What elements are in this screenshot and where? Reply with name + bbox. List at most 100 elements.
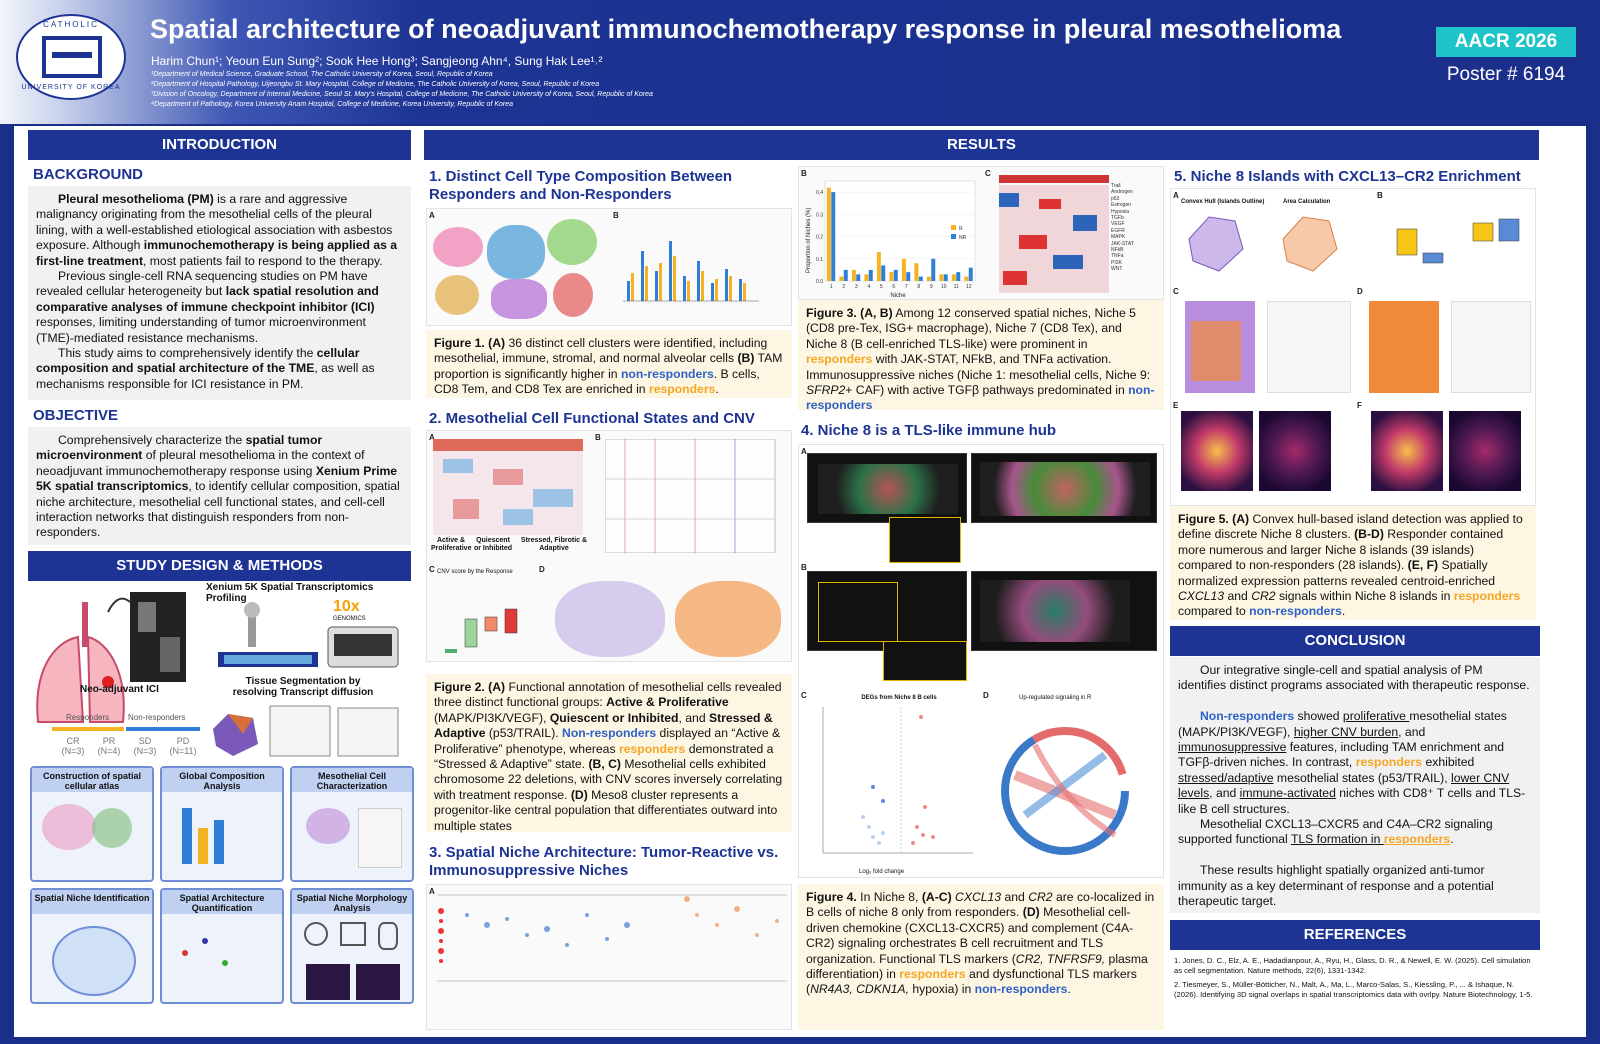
y-tick-label: 0.2 xyxy=(816,235,823,241)
poster-title: Spatial architecture of neoadjuvant immu… xyxy=(150,14,1342,44)
bar-R-niche-3 xyxy=(851,269,856,281)
affiliation: ³Division of Oncology, Department of Int… xyxy=(151,91,653,98)
bar-R-niche-2 xyxy=(839,276,844,281)
figure2-panels: A B C D Active & Proliferative Quiescent… xyxy=(426,430,792,662)
method-box-composition: Global Composition Analysis xyxy=(160,766,284,882)
bar-NR-niche-5 xyxy=(881,265,886,281)
reference-item: 1. Jones, D. C., Elz, A. E., Hadadianpou… xyxy=(1174,956,1531,975)
figure4-degs-title: DEGs from Niche 8 B cells xyxy=(861,695,937,701)
bar-NR-niche-10 xyxy=(943,274,948,281)
bar-NR-niche-4 xyxy=(868,269,873,281)
figure4-chord-diagram xyxy=(1001,727,1129,855)
x-tick-label: 11 xyxy=(954,284,959,290)
x-tick-label: 5 xyxy=(880,284,883,290)
results-header: RESULTS xyxy=(424,130,1539,160)
reference-list: 1. Jones, D. C., Elz, A. E., Hadadianpou… xyxy=(1174,956,1536,1000)
neo-adjuvant-label: Neo-adjuvant ICI xyxy=(80,684,159,695)
figure1-caption: Figure 1. (A) 36 distinct cell clusters … xyxy=(426,330,792,398)
logo-text-top: CATHOLIC xyxy=(43,20,99,29)
legend-label: R xyxy=(959,226,963,232)
affiliation: ²Department of Hospital Pathology, Uijeo… xyxy=(151,81,600,88)
x-tick-label: 1 xyxy=(830,284,833,290)
section5-title: 5. Niche 8 Islands with CXCL13–CR2 Enric… xyxy=(1174,168,1521,185)
figure4-volcano-xlabel: Log₂ fold change xyxy=(859,869,905,875)
group-sd: SD (N=3) xyxy=(133,736,157,756)
figure2-cnv-heatmap xyxy=(605,439,776,553)
figure4-tissue-a-zoom xyxy=(889,517,961,563)
x-tick-label: 2 xyxy=(842,284,845,290)
figure4-circos-title: Up-regulated signaling in R xyxy=(1019,695,1092,701)
poster-body: INTRODUCTION BACKGROUND Pleural mesothel… xyxy=(14,126,1586,1037)
group-pr: PR (N=4) xyxy=(97,736,121,756)
figure5-heat-f-r xyxy=(1371,411,1443,491)
author-list: Harim Chun¹; Yeoun Eun Sung²; Sook Hee H… xyxy=(151,54,603,68)
figure2-caption: Figure 2. (A) Functional annotation of m… xyxy=(426,674,792,833)
references-header: REFERENCES xyxy=(1170,920,1540,950)
figure3-caption: Figure 3. (A, B) Among 12 conserved spat… xyxy=(798,300,1164,412)
figure4-tissue-b1 xyxy=(807,571,967,651)
background-text: Pleural mesothelioma (PM) is a rare and … xyxy=(28,186,411,400)
affiliation: ¹Department of Medical Science, Graduate… xyxy=(151,71,493,78)
figure5-heat-e-nr xyxy=(1259,411,1331,491)
bar-R-niche-11 xyxy=(951,274,956,281)
bar-R-niche-1 xyxy=(826,187,831,281)
figure1-composition-chart xyxy=(623,241,759,302)
section2-title: 2. Mesothelial Cell Functional States an… xyxy=(429,410,755,427)
x-axis-title: Niche xyxy=(890,293,906,299)
y-tick-label: 0.1 xyxy=(816,257,823,263)
bar-R-niche-7 xyxy=(901,258,906,281)
introduction-header: INTRODUCTION xyxy=(28,130,411,160)
figure5-hull-diagram xyxy=(1188,216,1338,272)
reference-item: 2. Tiesmeyer, S., Müller-Bötticher, N., … xyxy=(1174,980,1533,999)
figure5-island-map-r xyxy=(1267,301,1351,393)
logo-emblem xyxy=(42,36,102,78)
university-logo: CATHOLIC UNIVERSITY OF KOREA xyxy=(16,14,126,100)
bar-R-niche-9 xyxy=(926,276,931,281)
section4-title: 4. Niche 8 is a TLS-like immune hub xyxy=(801,422,1057,439)
figure4-panels: A B C D DEGs from Niche 8 B cells Log₂ f… xyxy=(798,444,1164,878)
objective-title: OBJECTIVE xyxy=(33,407,119,424)
figure5-panels: A B C D E F Convex Hull (Islands Outline… xyxy=(1170,188,1536,506)
figure3-pathway-heatmap xyxy=(999,175,1109,293)
figure5-heat-f-nr xyxy=(1449,411,1521,491)
bar-R-niche-4 xyxy=(864,274,869,281)
method-box-morphology: Spatial Niche Morphology Analysis xyxy=(290,888,414,1004)
methods-header: STUDY DESIGN & METHODS xyxy=(28,551,411,581)
xenium-label: Xenium 5K Spatial Transcriptomics Profil… xyxy=(206,582,374,604)
figure5-niche-map-nr xyxy=(1369,301,1439,393)
legend-label: NR xyxy=(959,235,967,241)
bar-NR-niche-12 xyxy=(968,267,973,281)
figure5-caption: Figure 5. (A) Convex hull-based island d… xyxy=(1170,506,1536,620)
bar-NR-niche-11 xyxy=(956,272,961,281)
figure5-hull-title: Convex Hull (Islands Outline) xyxy=(1181,199,1265,205)
x-tick-label: 3 xyxy=(855,284,858,290)
x-tick-label: 8 xyxy=(917,284,920,290)
lung-illustration xyxy=(36,592,399,723)
figure4-tissue-b-zoom xyxy=(883,641,967,681)
conference-badge: AACR 2026 xyxy=(1436,27,1576,57)
method-box-atlas: Construction of spatial cellular atlas xyxy=(30,766,154,882)
figure2-boxplot xyxy=(445,608,518,653)
x-tick-label: 9 xyxy=(930,284,933,290)
logo-text-bottom: UNIVERSITY OF KOREA xyxy=(21,84,121,91)
bar-R-niche-10 xyxy=(939,274,944,281)
method-box-niche: Spatial Niche Identification xyxy=(30,888,154,1004)
nonresponders-label: Non-responders xyxy=(128,713,186,722)
figure5-island-boxplots xyxy=(1396,218,1520,264)
x-tick-label: 10 xyxy=(941,284,947,290)
figure1-panels: A B xyxy=(426,208,792,326)
figure3-dotplot: A xyxy=(426,884,792,1030)
x-tick-label: 4 xyxy=(867,284,870,290)
group-cr: CR (N=3) xyxy=(61,736,85,756)
poster-header: CATHOLIC UNIVERSITY OF KOREA Spatial arc… xyxy=(0,0,1600,124)
figure4-tissue-a2 xyxy=(971,453,1157,523)
study-design-diagram: Xenium 5K Spatial Transcriptomics Profil… xyxy=(28,582,411,762)
figure5-niche-map-r xyxy=(1185,301,1255,393)
method-box-architecture: Spatial Architecture Quantification xyxy=(160,888,284,1004)
niche-proportion-chart: Proportion of Niches (%) Niche 0.0 0.1 0.2… xyxy=(806,180,976,299)
figure4-caption: Figure 4. In Niche 8, (A-C) CXCL13 and C… xyxy=(798,884,1164,1030)
conclusion-header: CONCLUSION xyxy=(1170,626,1540,656)
figure5-heat-e-r xyxy=(1181,411,1253,491)
responders-label: Responders xyxy=(66,713,110,722)
section1-title: 1. Distinct Cell Type Composition Betwee… xyxy=(429,168,733,203)
